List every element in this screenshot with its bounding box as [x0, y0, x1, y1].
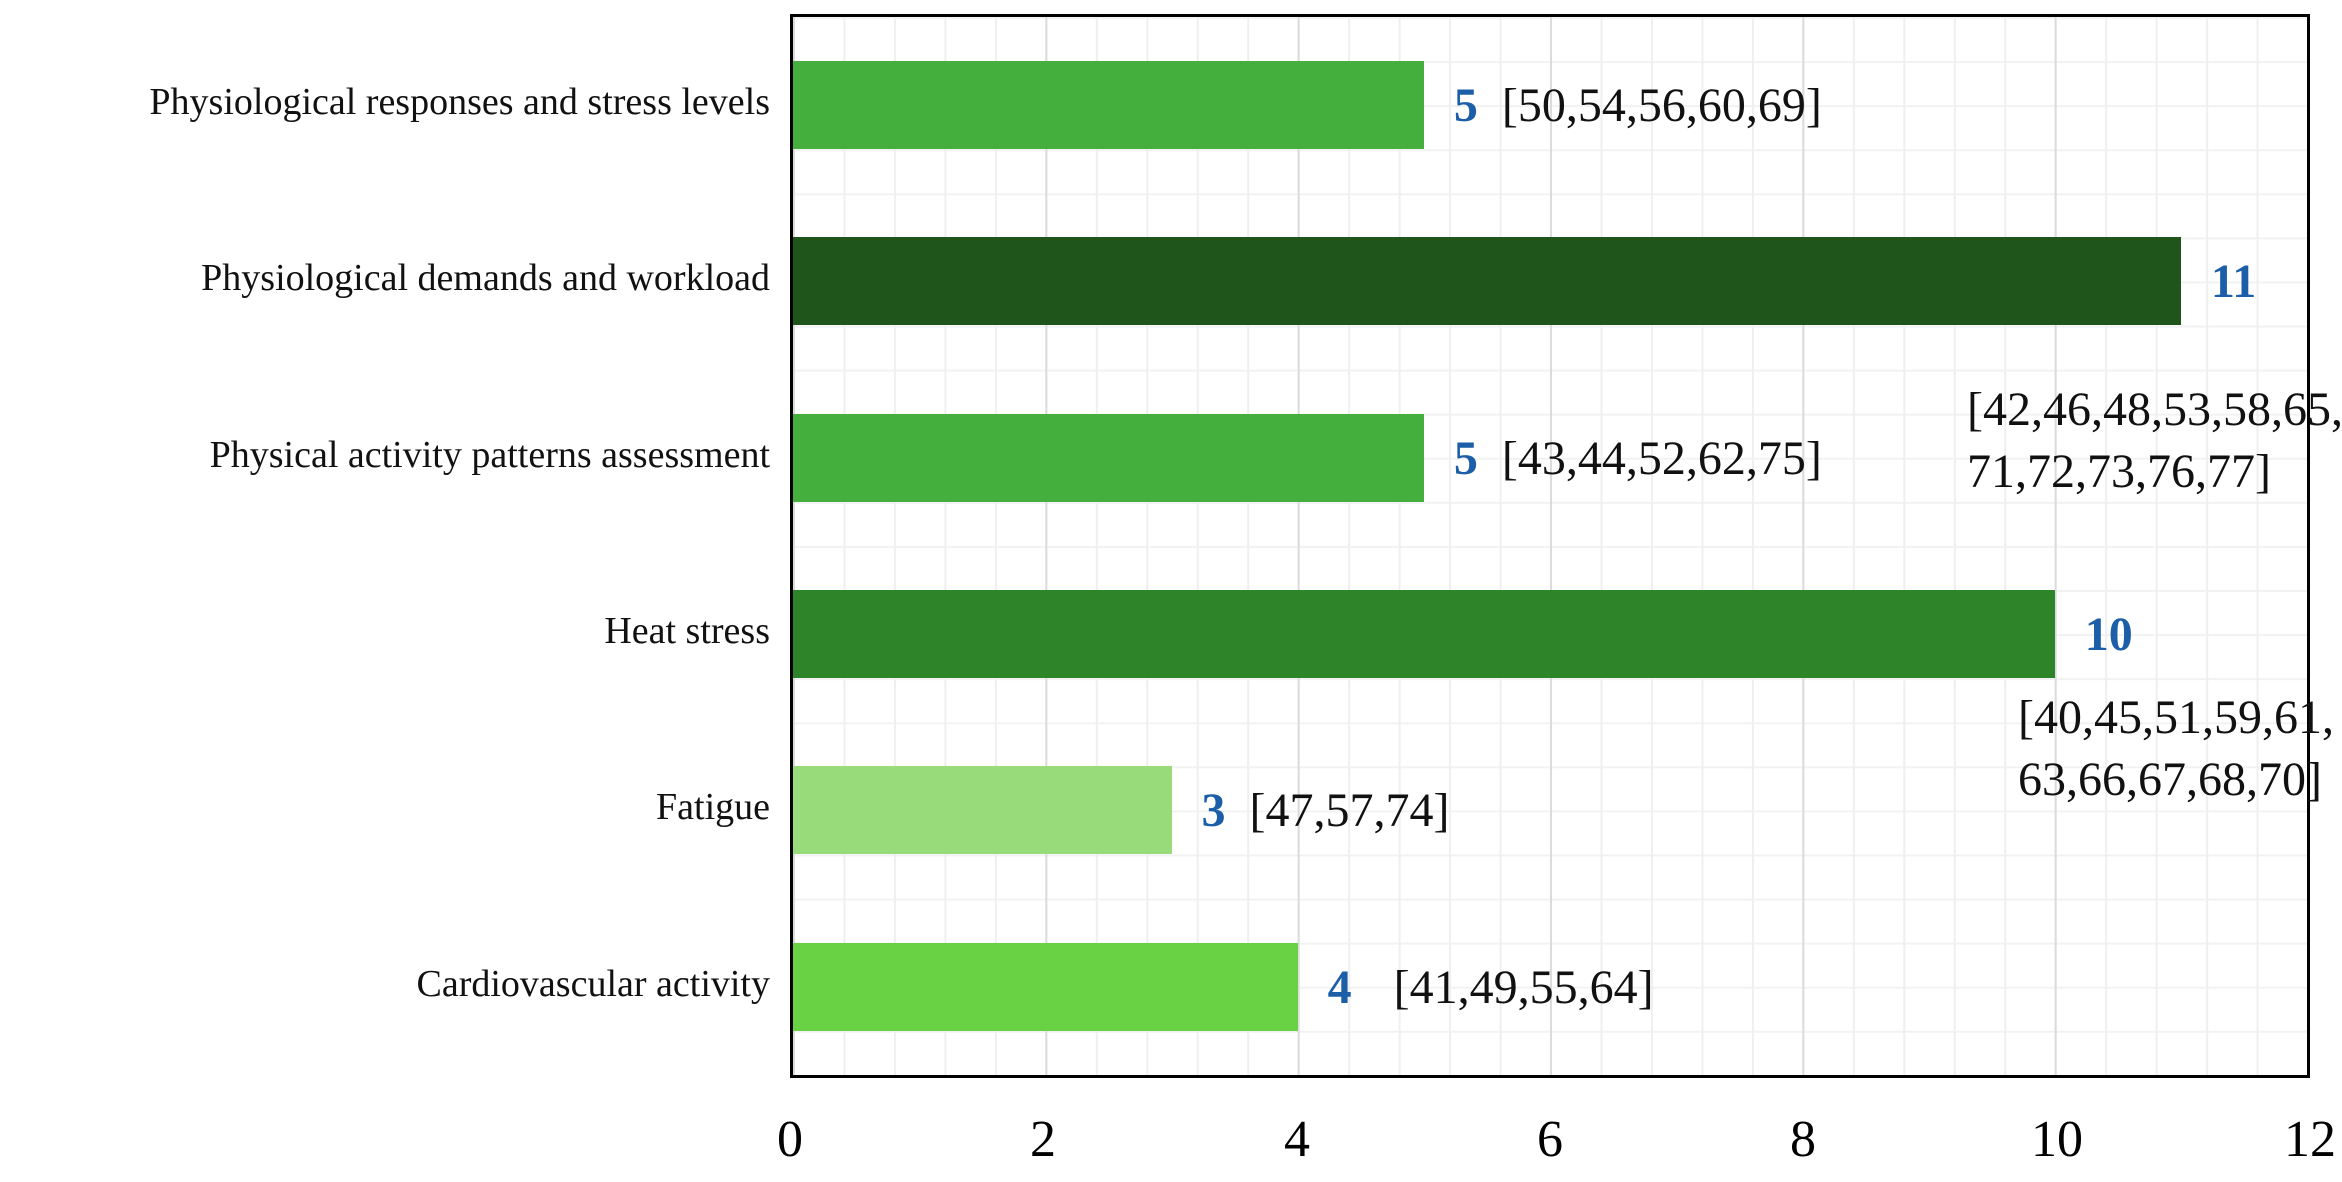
category-label-physiological-responses: Physiological responses and stress level… — [149, 81, 770, 123]
bar-physiological-responses — [793, 61, 1424, 149]
value-label-row6: 4 [41,49,55,64] — [1328, 943, 1654, 1031]
reference-line: 71,72,73,76,77] — [1967, 445, 2271, 498]
value-number: 4 — [1327, 960, 1352, 1014]
bar-heat-stress — [793, 590, 2055, 678]
value-label-row1: 5 [50,54,56,60,69] — [1454, 61, 1822, 149]
reference-list: [41,49,55,64] — [1393, 960, 1654, 1014]
reference-list: [43,44,52,62,75] — [1501, 431, 1822, 485]
plot-area: 5 [50,54,56,60,69] 11 5 [43,44,52,62,75]… — [790, 14, 2342, 1078]
bar-cardiovascular — [793, 943, 1298, 1031]
category-label-physical-activity: Physical activity patterns assessment — [209, 434, 770, 476]
reference-line: 63,66,67,68,70] — [2018, 753, 2322, 806]
reference-list: [47,57,74] — [1249, 783, 1450, 837]
x-tick-10: 10 — [2031, 1111, 2083, 1168]
x-tick-8: 8 — [1790, 1111, 1816, 1168]
bar-physical-activity — [793, 414, 1424, 502]
value-label-row5: 3 [47,57,74] — [1202, 766, 1450, 854]
value-number: 10 — [2084, 607, 2133, 661]
x-tick-12: 12 — [2284, 1111, 2336, 1168]
value-label-row2: 11 — [2211, 237, 2256, 325]
reference-list-physiological-demands: [42,46,48,53,58,65, 71,72,73,76,77] — [1967, 379, 2342, 503]
category-label-cardiovascular: Cardiovascular activity — [416, 963, 771, 1005]
x-tick-6: 6 — [1537, 1111, 1563, 1168]
x-tick-4: 4 — [1284, 1111, 1310, 1168]
x-tick-0: 0 — [777, 1111, 803, 1168]
value-label-row4: 10 — [2085, 590, 2133, 678]
reference-list-heat-stress: [40,45,51,59,61, 63,66,67,68,70] — [2018, 687, 2334, 811]
category-label-fatigue: Fatigue — [656, 786, 770, 828]
bar-fatigue — [793, 766, 1172, 854]
value-number: 11 — [2210, 254, 2257, 308]
value-number: 5 — [1453, 78, 1478, 132]
reference-line: [42,46,48,53,58,65, — [1967, 383, 2342, 436]
category-label-physiological-demands: Physiological demands and workload — [201, 257, 770, 299]
reference-line: [40,45,51,59,61, — [2018, 691, 2334, 744]
value-number: 5 — [1453, 431, 1478, 485]
reference-list: [50,54,56,60,69] — [1501, 78, 1822, 132]
x-tick-2: 2 — [1030, 1111, 1056, 1168]
category-label-heat-stress: Heat stress — [604, 610, 770, 652]
value-label-row3: 5 [43,44,52,62,75] — [1454, 414, 1822, 502]
value-number: 3 — [1201, 783, 1226, 837]
bar-physiological-demands — [793, 237, 2181, 325]
